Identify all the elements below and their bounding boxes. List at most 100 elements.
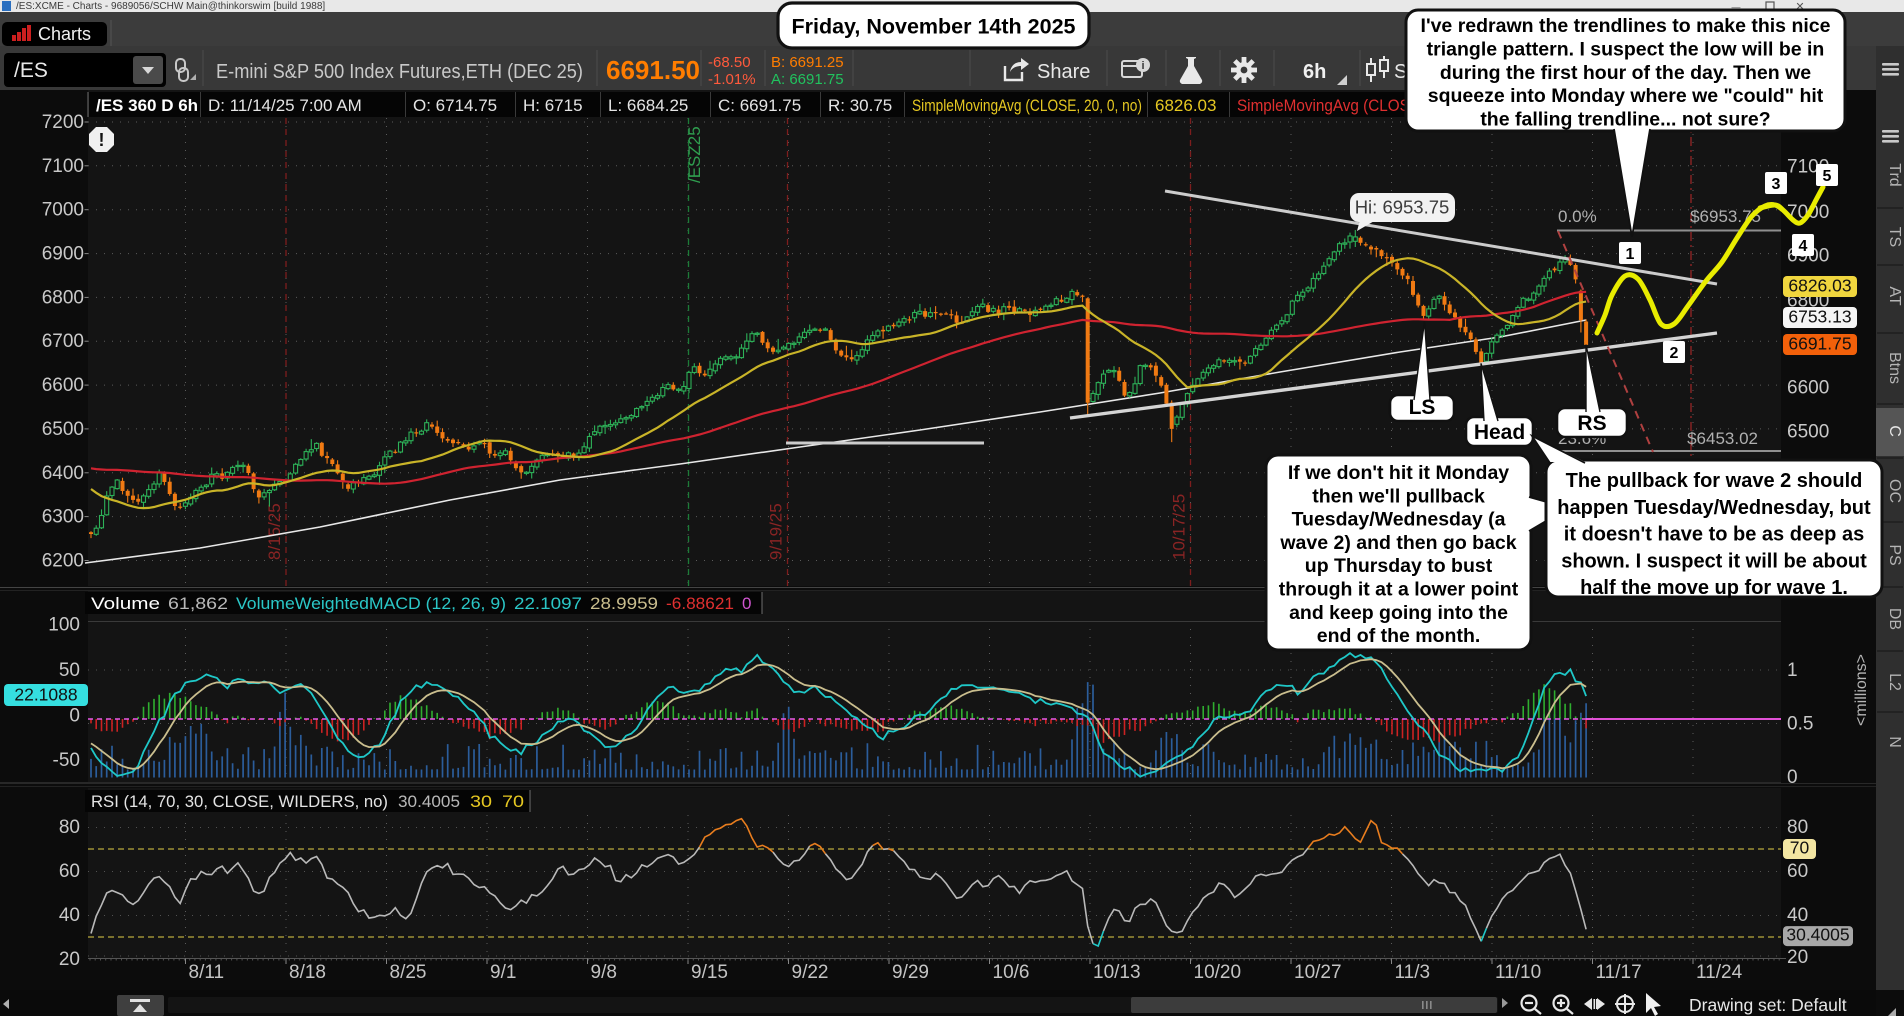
svg-text:5: 5: [1823, 168, 1832, 185]
svg-text:then we'll pullback: then we'll pullback: [1312, 485, 1485, 507]
svg-text:H: 6715: H: 6715: [523, 96, 583, 115]
svg-text:9/8: 9/8: [591, 962, 617, 983]
svg-text:6900: 6900: [42, 244, 84, 265]
svg-text:The pullback for wave 2 should: The pullback for wave 2 should: [1566, 470, 1863, 492]
svg-text:10/13: 10/13: [1093, 962, 1141, 983]
svg-text:up Thursday to bust: up Thursday to bust: [1305, 555, 1493, 577]
svg-text:30: 30: [470, 792, 492, 811]
svg-text:<millions>: <millions>: [1853, 654, 1870, 726]
svg-text:E-mini S&P 500 Index Futures,E: E-mini S&P 500 Index Futures,ETH (DEC 25…: [216, 61, 583, 83]
svg-text:11/3: 11/3: [1395, 962, 1431, 983]
svg-text:9/29: 9/29: [892, 962, 929, 983]
svg-text:1: 1: [1787, 660, 1798, 681]
svg-text:$6453.02: $6453.02: [1687, 429, 1758, 448]
svg-text:C: 6691.75: C: 6691.75: [718, 96, 801, 115]
svg-text:20: 20: [1787, 947, 1808, 968]
svg-text:D: 11/14/25 7:00 AM: D: 11/14/25 7:00 AM: [208, 96, 362, 115]
svg-text:60: 60: [59, 861, 80, 882]
svg-text:9/22: 9/22: [792, 962, 829, 983]
svg-text:-50: -50: [53, 750, 80, 771]
svg-text:7200: 7200: [42, 112, 84, 133]
svg-text:30.4005: 30.4005: [398, 792, 460, 811]
svg-text:8/18: 8/18: [289, 962, 326, 983]
svg-text:AT: AT: [1886, 286, 1903, 305]
svg-text:6600: 6600: [42, 375, 84, 396]
svg-text:$6953.75: $6953.75: [1690, 207, 1761, 226]
svg-text:1: 1: [1626, 246, 1635, 263]
svg-text:70: 70: [1790, 838, 1810, 858]
svg-text:9/19/25: 9/19/25: [767, 503, 786, 560]
svg-text:8/15/25: 8/15/25: [265, 503, 284, 560]
svg-text:-1.01%: -1.01%: [708, 71, 756, 88]
svg-text:i: i: [1141, 60, 1144, 72]
svg-text:RSI (14, 70, 30, CLOSE, WILDER: RSI (14, 70, 30, CLOSE, WILDERS, no): [91, 792, 388, 811]
svg-text:6691.50: 6691.50: [606, 55, 700, 85]
svg-text:O: 6714.75: O: 6714.75: [413, 96, 497, 115]
svg-text:6500: 6500: [42, 419, 84, 440]
svg-text:/ES:XCME - Charts - 9689056/SC: /ES:XCME - Charts - 9689056/SCHW Main@th…: [16, 1, 325, 12]
svg-text:50: 50: [59, 660, 80, 681]
svg-text:7000: 7000: [42, 200, 84, 221]
svg-text:-6.88621: -6.88621: [666, 594, 734, 613]
svg-text:9/15: 9/15: [691, 962, 728, 983]
svg-text:DB: DB: [1886, 608, 1903, 630]
svg-text:3: 3: [1772, 176, 1781, 193]
svg-text:8/25: 8/25: [390, 962, 427, 983]
svg-text:Head: Head: [1474, 421, 1525, 444]
svg-text:Trd: Trd: [1886, 163, 1903, 186]
svg-text:6826.03: 6826.03: [1155, 96, 1216, 115]
svg-text:OC: OC: [1886, 479, 1903, 503]
svg-text:10/27: 10/27: [1294, 962, 1342, 983]
svg-text:If we don't hit it Monday: If we don't hit it Monday: [1288, 462, 1509, 484]
svg-text:6600: 6600: [1787, 378, 1829, 399]
svg-text:0: 0: [69, 705, 80, 726]
svg-text:Tuesday/Wednesday (a: Tuesday/Wednesday (a: [1292, 509, 1506, 531]
svg-text:10/20: 10/20: [1194, 962, 1242, 983]
svg-text:VolumeWeightedMACD (12, 26, 9): VolumeWeightedMACD (12, 26, 9): [236, 594, 506, 613]
svg-text:0.0%: 0.0%: [1558, 207, 1597, 226]
svg-text:B: 6691.25: B: 6691.25: [771, 54, 844, 71]
svg-text:SimpleMovingAvg (CLOSI: SimpleMovingAvg (CLOSI: [1237, 96, 1414, 115]
svg-text:7100: 7100: [42, 156, 84, 177]
svg-text:6400: 6400: [42, 463, 84, 484]
svg-text:-68.50: -68.50: [708, 54, 751, 71]
svg-text:Share: Share: [1037, 61, 1090, 83]
svg-text:and keep going into the: and keep going into the: [1289, 602, 1508, 624]
svg-text:61,862: 61,862: [168, 594, 228, 613]
svg-text:Drawing set: Default: Drawing set: Default: [1689, 995, 1847, 1015]
svg-text:2: 2: [1670, 345, 1679, 362]
svg-text:A: 6691.75: A: 6691.75: [771, 71, 844, 88]
svg-text:!: !: [99, 130, 105, 150]
svg-text:6800: 6800: [42, 287, 84, 308]
svg-text:40: 40: [59, 905, 80, 926]
svg-text:L: 6684.25: L: 6684.25: [608, 96, 688, 115]
svg-text:/ES 360 D 6h: /ES 360 D 6h: [96, 96, 198, 115]
svg-text:squeeze into Monday where we ": squeeze into Monday where we "could" hit: [1428, 85, 1824, 107]
svg-text:wave 2) and then go back: wave 2) and then go back: [1279, 532, 1516, 554]
svg-text:Friday, November 14th 2025: Friday, November 14th 2025: [791, 15, 1075, 39]
svg-text:6500: 6500: [1787, 422, 1829, 443]
svg-text:10/17/25: 10/17/25: [1170, 494, 1189, 560]
svg-text:6753.13: 6753.13: [1788, 307, 1851, 327]
svg-text:6200: 6200: [42, 551, 84, 572]
svg-text:half the move up for wave 1.: half the move up for wave 1.: [1580, 577, 1848, 599]
svg-text:N: N: [1886, 736, 1903, 748]
svg-text:4: 4: [1799, 238, 1808, 255]
svg-text:end of the month.: end of the month.: [1317, 625, 1481, 647]
svg-text:8/11: 8/11: [189, 962, 225, 983]
svg-text:/ESZ25: /ESZ25: [685, 126, 704, 183]
svg-text:6826.03: 6826.03: [1788, 276, 1851, 296]
svg-text:30.4005: 30.4005: [1786, 925, 1849, 945]
svg-text:/ES: /ES: [14, 59, 48, 82]
svg-text:80: 80: [59, 817, 80, 838]
svg-text:100: 100: [48, 615, 80, 636]
svg-text:10/6: 10/6: [993, 962, 1030, 983]
svg-text:20: 20: [59, 949, 80, 970]
svg-text:80: 80: [1787, 817, 1808, 838]
svg-text:22.1097: 22.1097: [514, 594, 582, 613]
svg-text:6700: 6700: [42, 331, 84, 352]
svg-text:0: 0: [742, 594, 751, 613]
svg-text:Volume: Volume: [91, 594, 160, 613]
svg-text:during the first hour of the d: during the first hour of the day. Then w…: [1440, 62, 1811, 84]
svg-text:11/17: 11/17: [1596, 962, 1642, 983]
